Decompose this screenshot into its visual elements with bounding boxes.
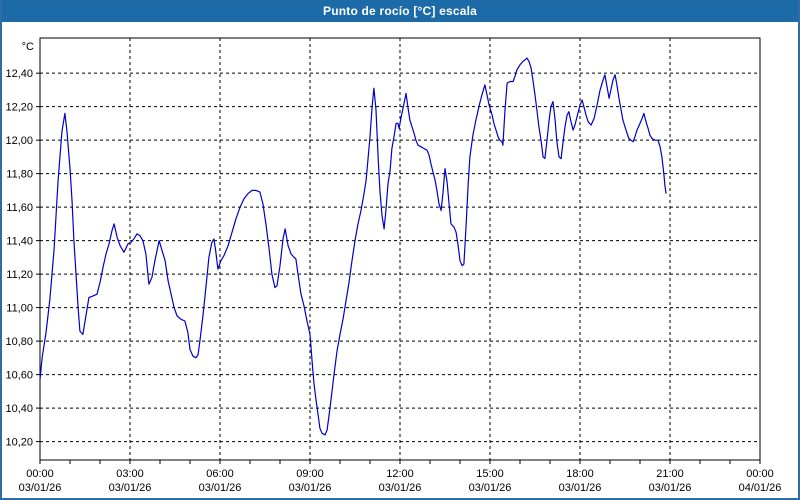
y-tick-label: 10,60 — [5, 370, 33, 382]
x-tick-time-label: 09:00 — [296, 468, 324, 480]
y-tick-label: 10,20 — [5, 437, 33, 449]
x-tick-date-label: 03/01/26 — [469, 482, 512, 494]
x-tick-time-label: 06:00 — [206, 468, 234, 480]
data-polyline — [39, 57, 667, 436]
title-bar: Punto de rocío [°C] escala — [2, 0, 798, 22]
x-tick-date-label: 03/01/26 — [199, 482, 242, 494]
x-tick-date-label: 04/01/26 — [739, 482, 782, 494]
y-axis-unit-label: °C — [22, 41, 34, 53]
y-tick-label: 10,80 — [5, 336, 33, 348]
y-tick-label: 12,20 — [5, 102, 33, 114]
plot-border — [39, 37, 761, 461]
x-tick-time-label: 21:00 — [656, 468, 684, 480]
y-tick-label: 11,20 — [6, 269, 33, 281]
x-tick-date-label: 03/01/26 — [559, 482, 602, 494]
y-tick-label: 11,60 — [6, 202, 33, 214]
y-tick-label: 12,00 — [5, 135, 33, 147]
x-tick-time-label: 15:00 — [476, 468, 504, 480]
x-tick-time-label: 00:00 — [746, 468, 774, 480]
x-tick-date-label: 03/01/26 — [649, 482, 692, 494]
y-tick-label: 10,40 — [5, 403, 33, 415]
y-tick-label: 12,40 — [5, 68, 33, 80]
y-tick-label: 11,40 — [6, 236, 33, 248]
x-tick-date-label: 03/01/26 — [19, 482, 62, 494]
y-tick-label: 11,80 — [6, 169, 33, 181]
x-tick-date-label: 03/01/26 — [109, 482, 152, 494]
window-title: Punto de rocío [°C] escala — [322, 4, 478, 18]
x-tick-time-label: 03:00 — [116, 468, 144, 480]
x-tick-date-label: 03/01/26 — [379, 482, 422, 494]
x-tick-time-label: 12:00 — [386, 468, 414, 480]
x-tick-time-label: 00:00 — [26, 468, 54, 480]
x-tick-date-label: 03/01/26 — [289, 482, 332, 494]
x-tick-time-label: 18:00 — [566, 468, 594, 480]
y-tick-label: 11,00 — [6, 303, 33, 315]
